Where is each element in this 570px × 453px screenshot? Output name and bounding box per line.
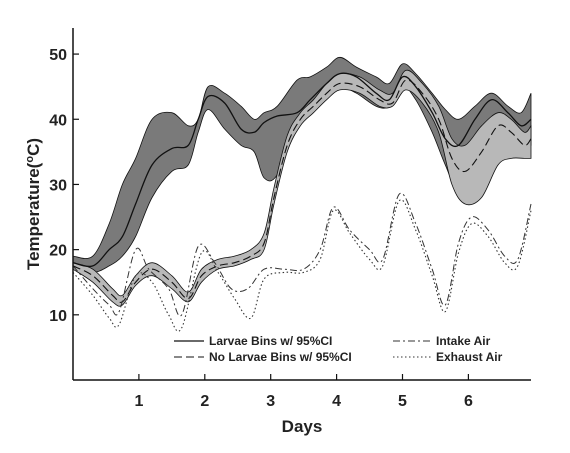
y-tick-label: 50 — [49, 47, 67, 64]
legend-label-larvae: Larvae Bins w/ 95%CI — [209, 334, 332, 348]
y-ticks: 10 20 30 40 50 — [49, 47, 79, 325]
legend-label-no-larvae: No Larvae Bins w/ 95%CI — [209, 350, 352, 364]
legend-label-intake: Intake Air — [436, 334, 491, 348]
x-tick-label: 2 — [200, 393, 209, 410]
y-tick-label: 30 — [49, 177, 67, 194]
y-tick-label: 40 — [49, 112, 67, 129]
axes: 1 2 3 4 5 6 10 20 30 40 50 — [49, 28, 531, 410]
x-tick-label: 4 — [332, 393, 341, 410]
x-tick-label: 6 — [464, 393, 473, 410]
y-tick-label: 20 — [49, 243, 67, 260]
legend: Larvae Bins w/ 95%CI No Larvae Bins w/ 9… — [174, 334, 503, 364]
y-axis-label-superscript: o — [24, 156, 36, 163]
x-tick-label: 5 — [398, 393, 407, 410]
y-axis-label: Temperature(oC) — [24, 138, 43, 270]
line-no-larvae-mean — [72, 79, 532, 303]
line-larvae-mean — [72, 72, 532, 268]
x-ticks: 1 2 3 4 5 6 — [134, 374, 473, 410]
y-tick-label: 10 — [49, 308, 67, 325]
x-axis-label: Days — [282, 417, 323, 436]
legend-label-exhaust: Exhaust Air — [436, 350, 503, 364]
plot-area — [72, 56, 532, 332]
x-tick-label: 3 — [266, 393, 275, 410]
x-tick-label: 1 — [134, 393, 143, 410]
